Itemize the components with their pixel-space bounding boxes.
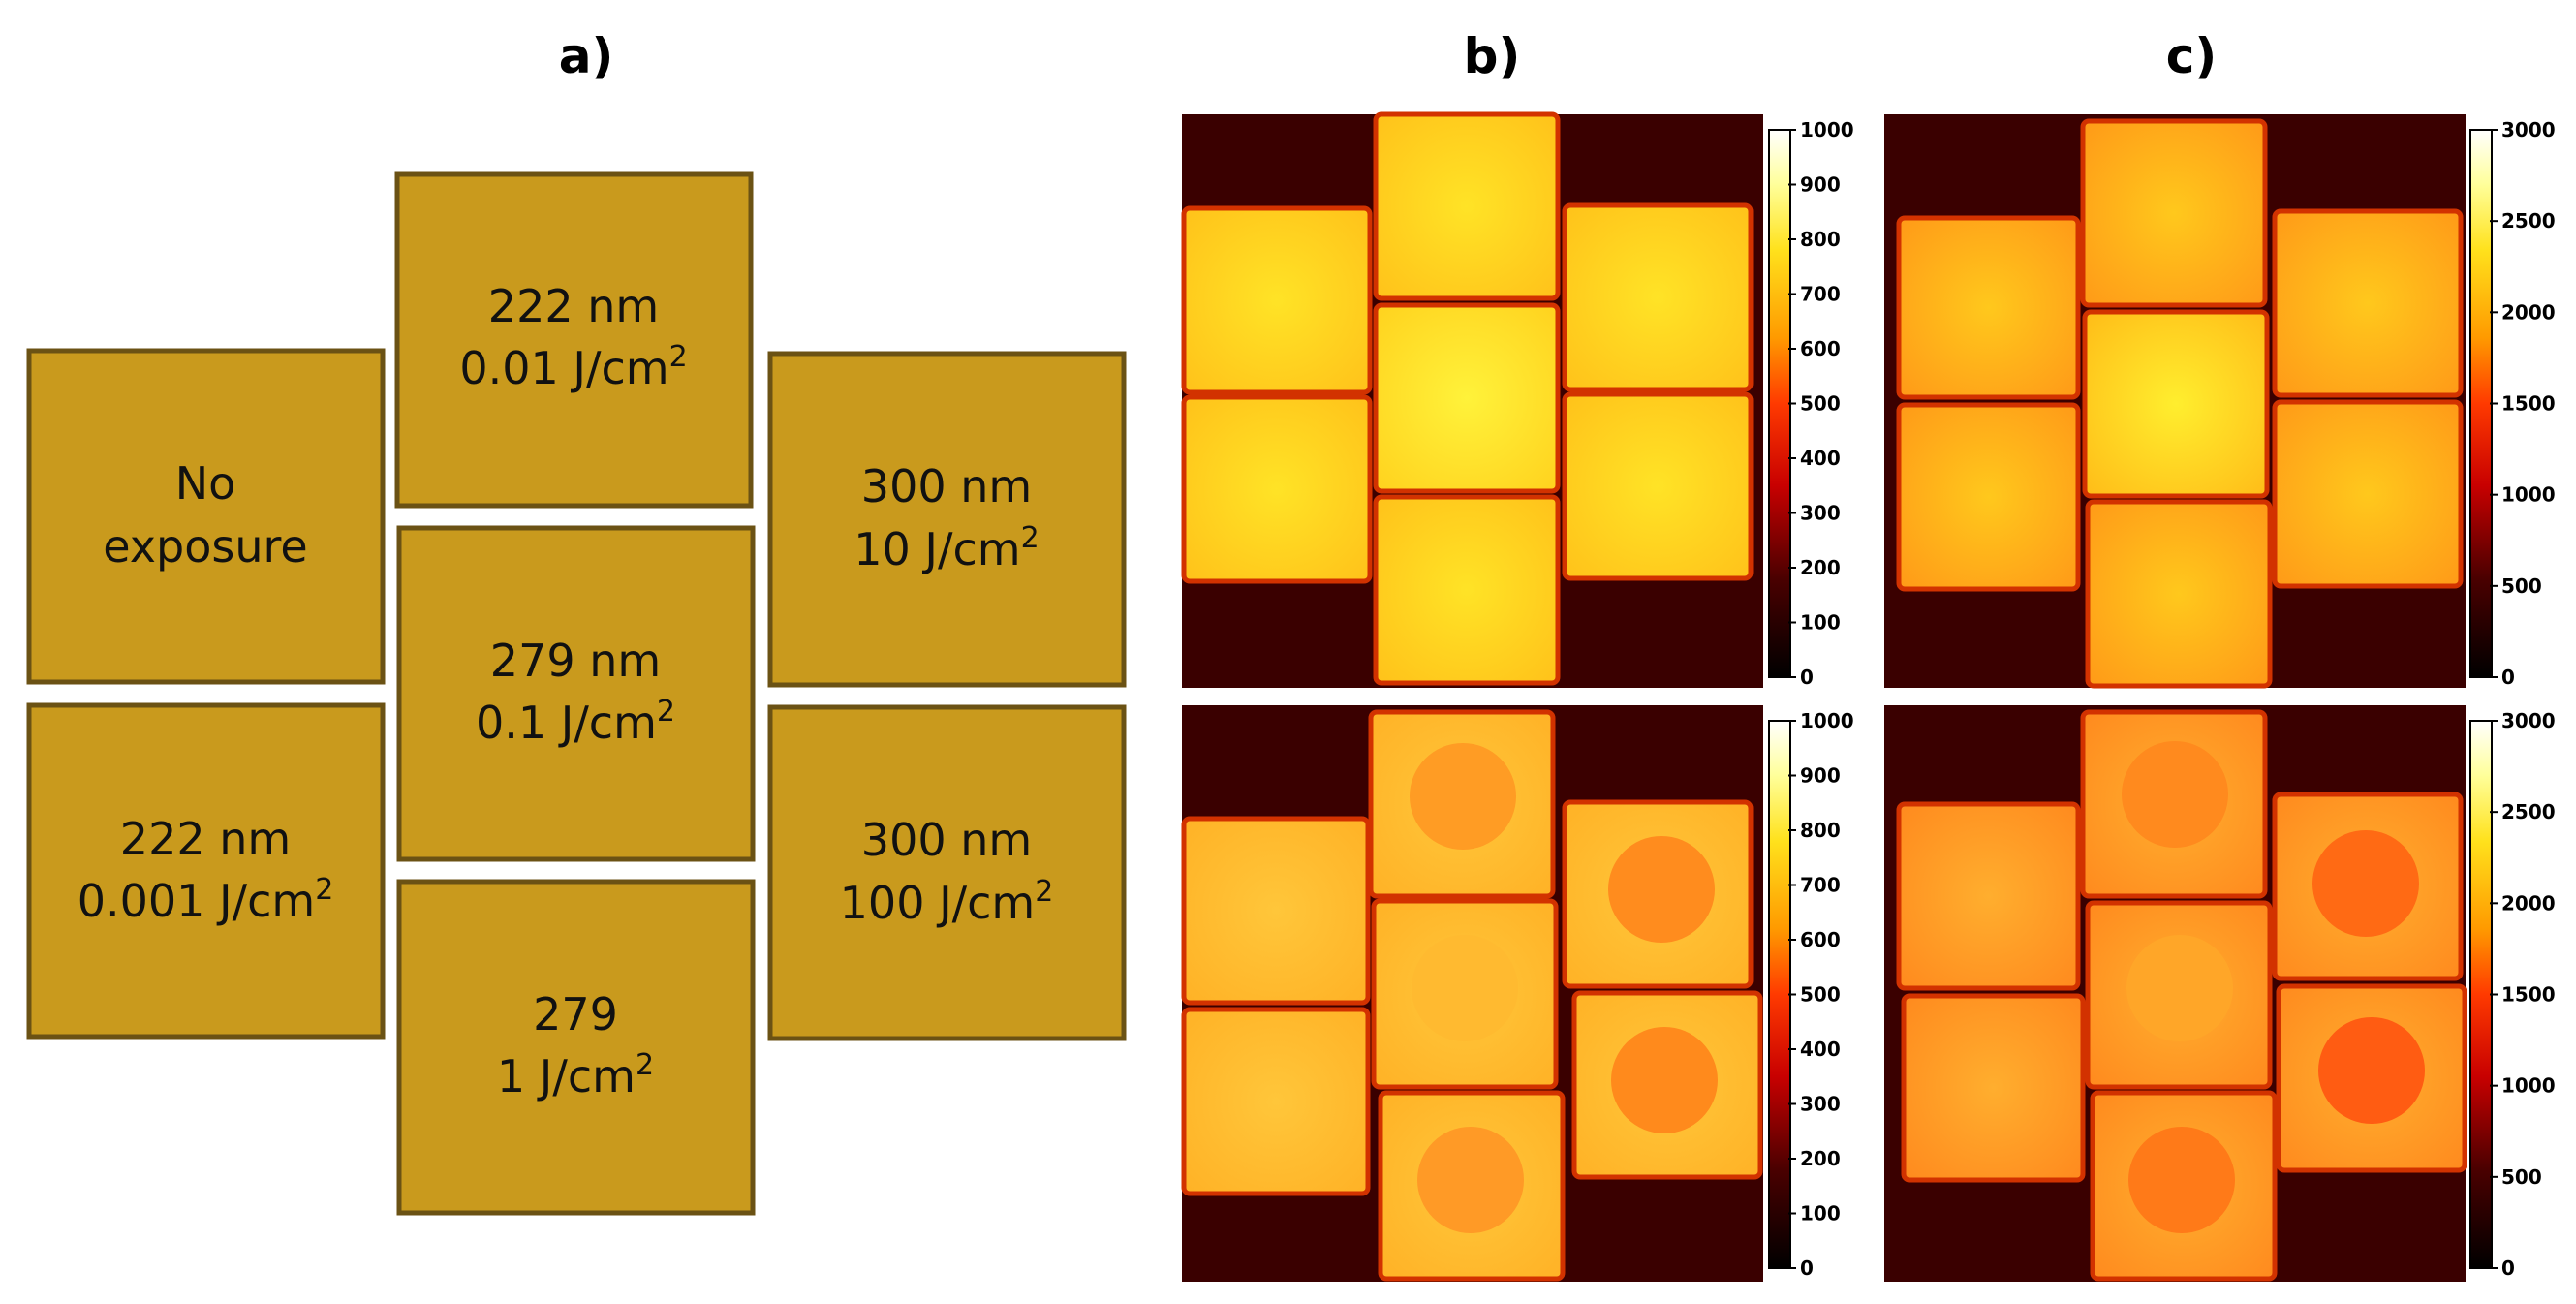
image-b-bottom [1181, 705, 1763, 1282]
colorbar-tick-label: 400 [1800, 1038, 1841, 1061]
colorbar-tick-label: 300 [1800, 502, 1841, 525]
image-b-top [1181, 111, 1763, 688]
colorbar-tick-label: 1000 [2501, 483, 2556, 507]
tile-bottom-center: 279 1 J/cm2 [396, 879, 756, 1216]
tile-left-upper: No exposure [26, 348, 386, 685]
panel-label-c: c) [2166, 28, 2218, 84]
tile-line2: 0.001 J/cm2 [78, 873, 334, 927]
colorbar-tick-label: 0 [1800, 1257, 1814, 1280]
tile-right-lower: 300 nm 100 J/cm2 [767, 704, 1127, 1041]
tile-line1: 300 nm [861, 460, 1032, 512]
tile-line2: 0.01 J/cm2 [459, 340, 687, 394]
colorbar-tick-label: 800 [1800, 819, 1841, 842]
colorbar-tick-label: 3000 [2501, 709, 2556, 732]
tile-line2: 0.1 J/cm2 [476, 695, 675, 749]
colorbar-tick-label: 3000 [2501, 118, 2556, 141]
colorbar-tick-label: 0 [2501, 1257, 2515, 1280]
tile-right-upper: 300 nm 10 J/cm2 [767, 351, 1127, 688]
colorbar-tick-label: 300 [1800, 1093, 1841, 1116]
panel-label-b: b) [1464, 28, 1521, 84]
colorbar-tick-label: 0 [2501, 666, 2515, 689]
colorbar-tick-label: 500 [2501, 574, 2542, 598]
colorbar-tick-label: 1500 [2501, 392, 2556, 416]
colorbar-tick-label: 600 [1800, 337, 1841, 360]
colorbar-tick-label: 200 [1800, 1147, 1841, 1170]
colorbar-tick-label: 1000 [1800, 709, 1854, 732]
colorbar-c-top: 0 500 1000 1500 2000 2500 3000 [2469, 118, 2556, 689]
colorbar-tick-label: 0 [1800, 666, 1814, 689]
panel-a-diagram: 222 nm 0.01 J/cm2 No exposure 279 nm 0.1… [26, 171, 1127, 1216]
tile-line2: 10 J/cm2 [853, 521, 1039, 575]
image-c-bottom [1884, 705, 2467, 1282]
colorbar-tick-label: 400 [1800, 447, 1841, 470]
colorbar-c-bottom: 0 500 1000 1500 2000 2500 3000 [2469, 709, 2556, 1280]
colorbar-tick-label: 900 [1800, 173, 1841, 197]
colorbar-tick-label: 1500 [2501, 983, 2556, 1007]
colorbar-tick-label: 1000 [1800, 118, 1854, 141]
colorbar-tick-label: 1000 [2501, 1074, 2556, 1098]
tile-line1: 222 nm [488, 280, 659, 332]
colorbar-tick-label: 2500 [2501, 800, 2556, 823]
colorbar-tick-label: 600 [1800, 928, 1841, 951]
tile-line1: 279 [533, 988, 618, 1040]
image-c-top [1884, 114, 2466, 689]
tile-line1: 222 nm [120, 813, 291, 865]
colorbar-tick-label: 2000 [2501, 300, 2556, 324]
colorbar-tick-label: 500 [1800, 983, 1841, 1007]
tile-line1: 279 nm [490, 635, 661, 687]
colorbar-b-bottom: 0 100 200 300 400 500 600 700 800 900 1000 [1768, 709, 1854, 1280]
panel-label-a: a) [559, 28, 614, 84]
tile-line2: 1 J/cm2 [497, 1048, 654, 1102]
colorbar-tick-label: 800 [1800, 228, 1841, 251]
colorbar-tick-label: 2000 [2501, 891, 2556, 915]
colorbar-tick-label: 700 [1800, 283, 1841, 306]
tile-line2: 100 J/cm2 [840, 875, 1054, 929]
colorbar-tick-label: 500 [1800, 392, 1841, 416]
colorbar-tick-label: 500 [2501, 1165, 2542, 1189]
colorbar-tick-label: 200 [1800, 556, 1841, 579]
tile-line1: No [175, 457, 236, 510]
tile-line2: exposure [103, 520, 307, 573]
tile-center-middle: 279 nm 0.1 J/cm2 [396, 525, 756, 862]
colorbar-tick-label: 100 [1800, 1202, 1841, 1226]
tile-left-lower: 222 nm 0.001 J/cm2 [26, 702, 386, 1040]
tile-line1: 300 nm [861, 814, 1032, 866]
colorbar-b-top: 0 100 200 300 400 500 600 700 800 900 1000 [1768, 118, 1854, 689]
colorbar-tick-label: 700 [1800, 874, 1841, 897]
colorbar-tick-label: 2500 [2501, 209, 2556, 233]
tile-top-center: 222 nm 0.01 J/cm2 [394, 171, 754, 509]
colorbar-tick-label: 100 [1800, 611, 1841, 635]
colorbar-tick-label: 900 [1800, 764, 1841, 788]
